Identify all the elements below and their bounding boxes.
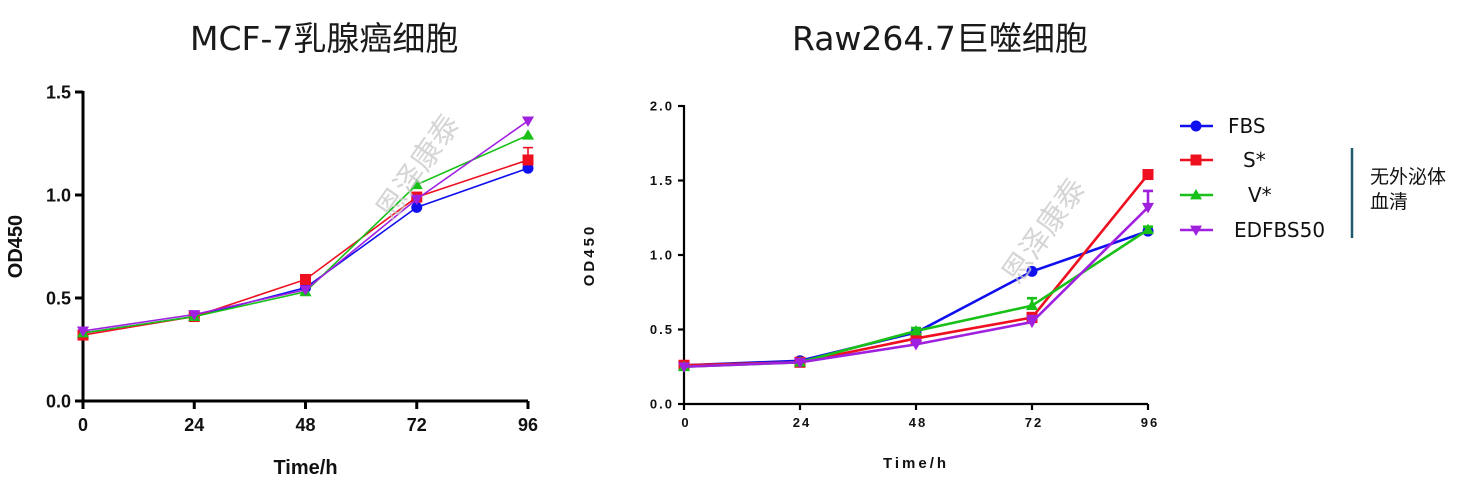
data-point (1025, 317, 1039, 329)
series-line (82, 134, 529, 334)
data-point (909, 324, 923, 336)
data-point (410, 194, 423, 206)
data-point (299, 285, 312, 296)
x-tick-label: 0 (681, 415, 690, 430)
legend-label: S* (1243, 148, 1266, 172)
legend-item-s: S* (1180, 148, 1266, 172)
x-tick-label: 48 (295, 415, 315, 435)
data-point (1142, 169, 1154, 181)
chart-0: 0.0 0.5 1.0 1.5 0 24 48 72 96 Time/h OD450 (5, 82, 538, 479)
y-axis-label: OD450 (581, 224, 598, 287)
y-tick-label: 1.0 (650, 248, 674, 263)
legend-marker (1190, 120, 1202, 132)
y-tick-label: 1.5 (46, 82, 71, 102)
data-point (521, 129, 535, 140)
series-line (82, 120, 529, 332)
series-line (82, 159, 529, 336)
data-point (300, 273, 311, 285)
data-point (1026, 265, 1038, 277)
legend-marker (1189, 188, 1203, 200)
bracket-label-line1: 无外泌体 (1370, 166, 1446, 188)
legend-item-fbs: FBS (1180, 114, 1266, 138)
x-tick-label: 72 (1025, 415, 1043, 430)
data-point (521, 116, 535, 127)
x-tick-label: 96 (518, 415, 538, 435)
y-tick-label: 0.5 (46, 288, 71, 308)
data-point (522, 154, 534, 166)
bracket-label-line2: 血清 (1370, 191, 1408, 213)
legend-label: FBS (1228, 114, 1266, 138)
x-tick-label: 72 (407, 415, 427, 435)
y-tick-label: 0.0 (650, 397, 674, 412)
x-tick-label: 48 (909, 415, 927, 430)
chart-title-mcf7: MCF-7乳腺癌细胞 (190, 19, 459, 58)
x-tick-label: 24 (184, 415, 204, 435)
x-tick-label: 96 (1141, 415, 1159, 430)
data-point (677, 362, 691, 373)
y-axis-label: OD450 (5, 215, 27, 278)
y-tick-label: 0.0 (46, 391, 71, 411)
series-edfbs50 (677, 189, 1155, 373)
series-edfbs50 (76, 116, 535, 338)
y-tick-label: 0.5 (650, 322, 674, 337)
data-point (410, 178, 423, 190)
x-axis-label: Time/h (883, 455, 949, 472)
x-axis-label: Time/h (273, 457, 337, 479)
series-fbs (77, 161, 534, 339)
legend-label: EDFBS50 (1234, 218, 1325, 242)
data-point (909, 340, 923, 351)
y-tick-label: 1.0 (46, 185, 71, 205)
data-point (76, 326, 90, 338)
series-v (76, 129, 535, 338)
series-line (82, 167, 529, 334)
data-point (1141, 223, 1155, 235)
legend-label: V* (1248, 183, 1272, 207)
data-point (910, 332, 922, 344)
x-tick-label: 0 (78, 415, 88, 435)
chart-title-raw264: Raw264.7巨噬细胞 (792, 19, 1088, 58)
watermark-right: 恩泽康泰 (996, 172, 1093, 290)
legend-marker (1189, 225, 1203, 237)
series-s (77, 146, 534, 341)
data-point (1141, 202, 1155, 214)
legend-item-v: V* (1180, 183, 1272, 207)
data-point (793, 357, 807, 369)
legend-marker (1190, 154, 1202, 166)
x-tick-label: 24 (793, 415, 811, 430)
y-tick-label: 2.0 (650, 99, 674, 114)
chart-1: 0.0 0.5 1.0 1.5 2.0 0 24 48 72 96 Time/h OD450 (581, 99, 1159, 472)
legend-item-edfbs50: EDFBS50 (1180, 218, 1325, 242)
data-point (188, 310, 201, 321)
data-point (1025, 299, 1039, 311)
y-tick-label: 1.5 (650, 173, 674, 188)
data-point (411, 201, 423, 213)
